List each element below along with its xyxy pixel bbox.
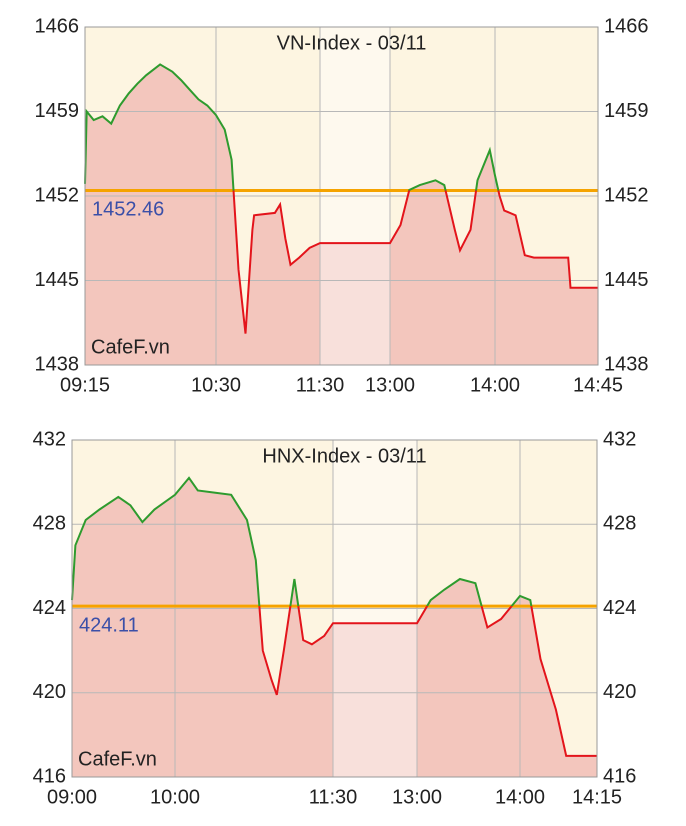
x-tick-label: 14:45 xyxy=(573,374,623,396)
x-tick-label: 14:00 xyxy=(470,374,520,396)
y2-tick-label: 424 xyxy=(603,597,636,619)
y2-tick-label: 420 xyxy=(603,681,636,703)
watermark: CafeF.vn xyxy=(91,336,170,358)
y2-tick-label: 1438 xyxy=(604,353,649,375)
line-down xyxy=(232,190,598,334)
y2-tick-label: 1452 xyxy=(604,184,649,206)
chart-title: VN-Index - 03/11 xyxy=(277,32,427,54)
y-tick-label: 1459 xyxy=(35,100,80,122)
watermark: CafeF.vn xyxy=(78,748,157,770)
y2-tick-label: 416 xyxy=(603,765,636,787)
y2-tick-label: 1459 xyxy=(604,100,649,122)
x-tick-label: 14:00 xyxy=(495,786,545,808)
y-tick-label: 416 xyxy=(33,765,66,787)
y-tick-label: 420 xyxy=(33,681,66,703)
line-down xyxy=(258,606,597,757)
area xyxy=(85,64,598,366)
x-tick-label: 11:30 xyxy=(296,374,345,396)
x-tick-label: 13:00 xyxy=(365,374,415,396)
x-tick-label: 11:30 xyxy=(309,786,358,808)
area xyxy=(72,477,597,777)
reference-label: 424.11 xyxy=(79,614,139,636)
plot-border xyxy=(84,26,599,366)
y-tick-label: 1466 xyxy=(35,15,80,37)
x-tick-label: 10:00 xyxy=(150,786,200,808)
line-up xyxy=(71,476,533,607)
y-tick-label: 432 xyxy=(33,428,66,450)
plot-border xyxy=(71,439,598,778)
y-tick-label: 1452 xyxy=(35,184,80,206)
y2-tick-label: 1466 xyxy=(604,15,649,37)
x-tick-label: 13:00 xyxy=(392,786,442,808)
y2-tick-label: 428 xyxy=(603,513,636,535)
chart-title: HNX-Index - 03/11 xyxy=(262,445,426,467)
x-tick-label: 09:00 xyxy=(47,786,97,808)
y2-tick-label: 1445 xyxy=(604,269,649,291)
x-tick-label: 14:15 xyxy=(572,786,622,808)
y-tick-label: 424 xyxy=(33,597,66,619)
reference-label: 1452.46 xyxy=(92,199,164,221)
y2-tick-label: 432 xyxy=(603,428,636,450)
x-tick-label: 09:15 xyxy=(60,374,110,396)
y-tick-label: 428 xyxy=(33,513,66,535)
y-tick-label: 1445 xyxy=(35,269,80,291)
x-tick-label: 10:30 xyxy=(191,374,241,396)
y-tick-label: 1438 xyxy=(35,353,80,375)
line-up xyxy=(84,63,500,191)
